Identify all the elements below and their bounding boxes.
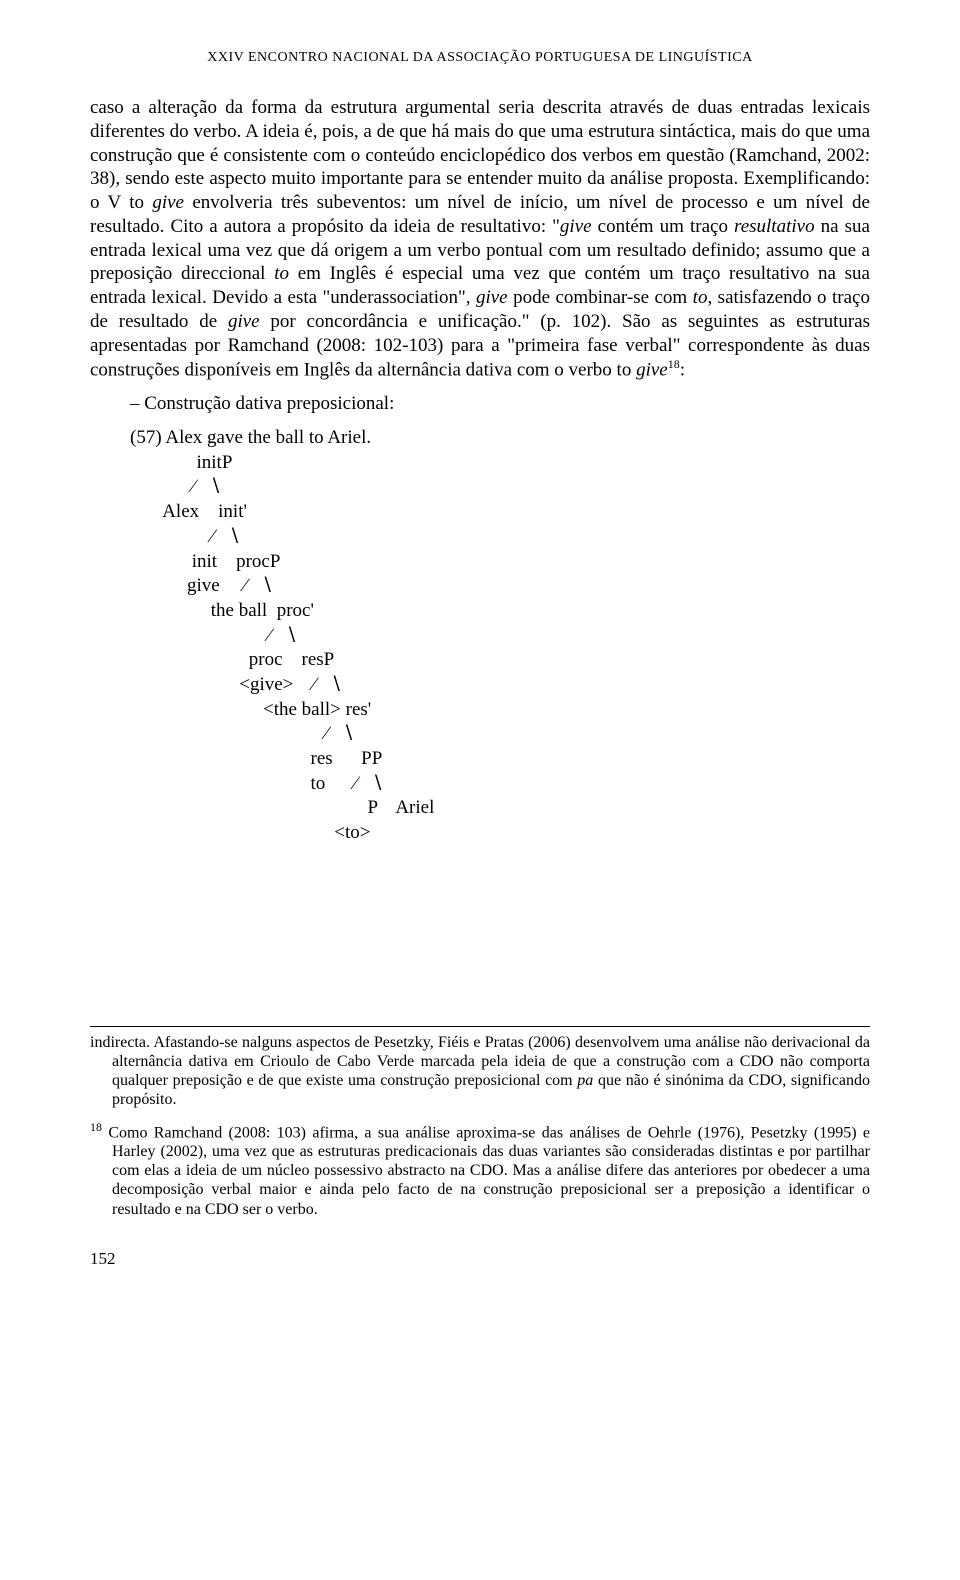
italic-give: give [228,311,260,332]
tree-line: <the ball> res' [130,699,371,720]
main-paragraph: caso a alteração da forma da estrutura a… [90,96,870,382]
italic-to: to [693,287,708,308]
syntax-tree: (57) Alex gave the ball to Ariel. initP … [130,426,870,846]
tree-line: proc resP [130,649,334,670]
para-text: pode combinar-se com [508,287,693,308]
tree-line: <to> [130,822,370,843]
italic-give: give [152,192,184,213]
tree-line: ∕ ∖ [130,476,221,497]
tree-line: to ∕ ∖ [130,773,383,794]
tree-line: give ∕ ∖ [130,575,273,596]
tree-line: Alex init' [130,501,247,522]
italic-give: give [476,287,508,308]
footnote-number: 18 [90,1120,102,1134]
tree-line: <give> ∕ ∖ [130,674,342,695]
italic-pa: pa [577,1072,593,1089]
tree-line: res PP [130,748,382,769]
tree-line: the ball proc' [130,600,314,621]
tree-sentence: (57) Alex gave the ball to Ariel. [130,427,371,448]
footnotes-section: indirecta. Afastando-se nalguns aspectos… [90,1026,870,1219]
tree-line: ∕ ∖ [130,625,297,646]
tree-line: init procP [130,551,280,572]
italic-give: give [560,216,592,237]
page-container: XXIV ENCONTRO NACIONAL DA ASSOCIAÇÃO POR… [0,0,960,1309]
tree-line: ∕ ∖ [130,526,240,547]
tree-line: P Ariel [130,797,434,818]
running-header: XXIV ENCONTRO NACIONAL DA ASSOCIAÇÃO POR… [90,50,870,66]
footnote-18: 18 Como Ramchand (2008: 103) afirma, a s… [90,1120,870,1219]
para-text: contém um traço [592,216,734,237]
footnote-continuation: indirecta. Afastando-se nalguns aspectos… [90,1033,870,1110]
tree-line: initP [130,452,232,473]
para-text: : [680,360,685,381]
fn-text: Como Ramchand (2008: 103) afirma, a sua … [102,1124,870,1218]
footnote-ref-18: 18 [668,357,680,371]
page-number: 152 [90,1249,870,1269]
italic-resultativo: resultativo [734,216,815,237]
italic-to: to [274,263,289,284]
italic-give: give [636,360,668,381]
tree-line: ∕ ∖ [130,723,354,744]
construction-label: – Construção dativa preposicional: [90,392,870,416]
